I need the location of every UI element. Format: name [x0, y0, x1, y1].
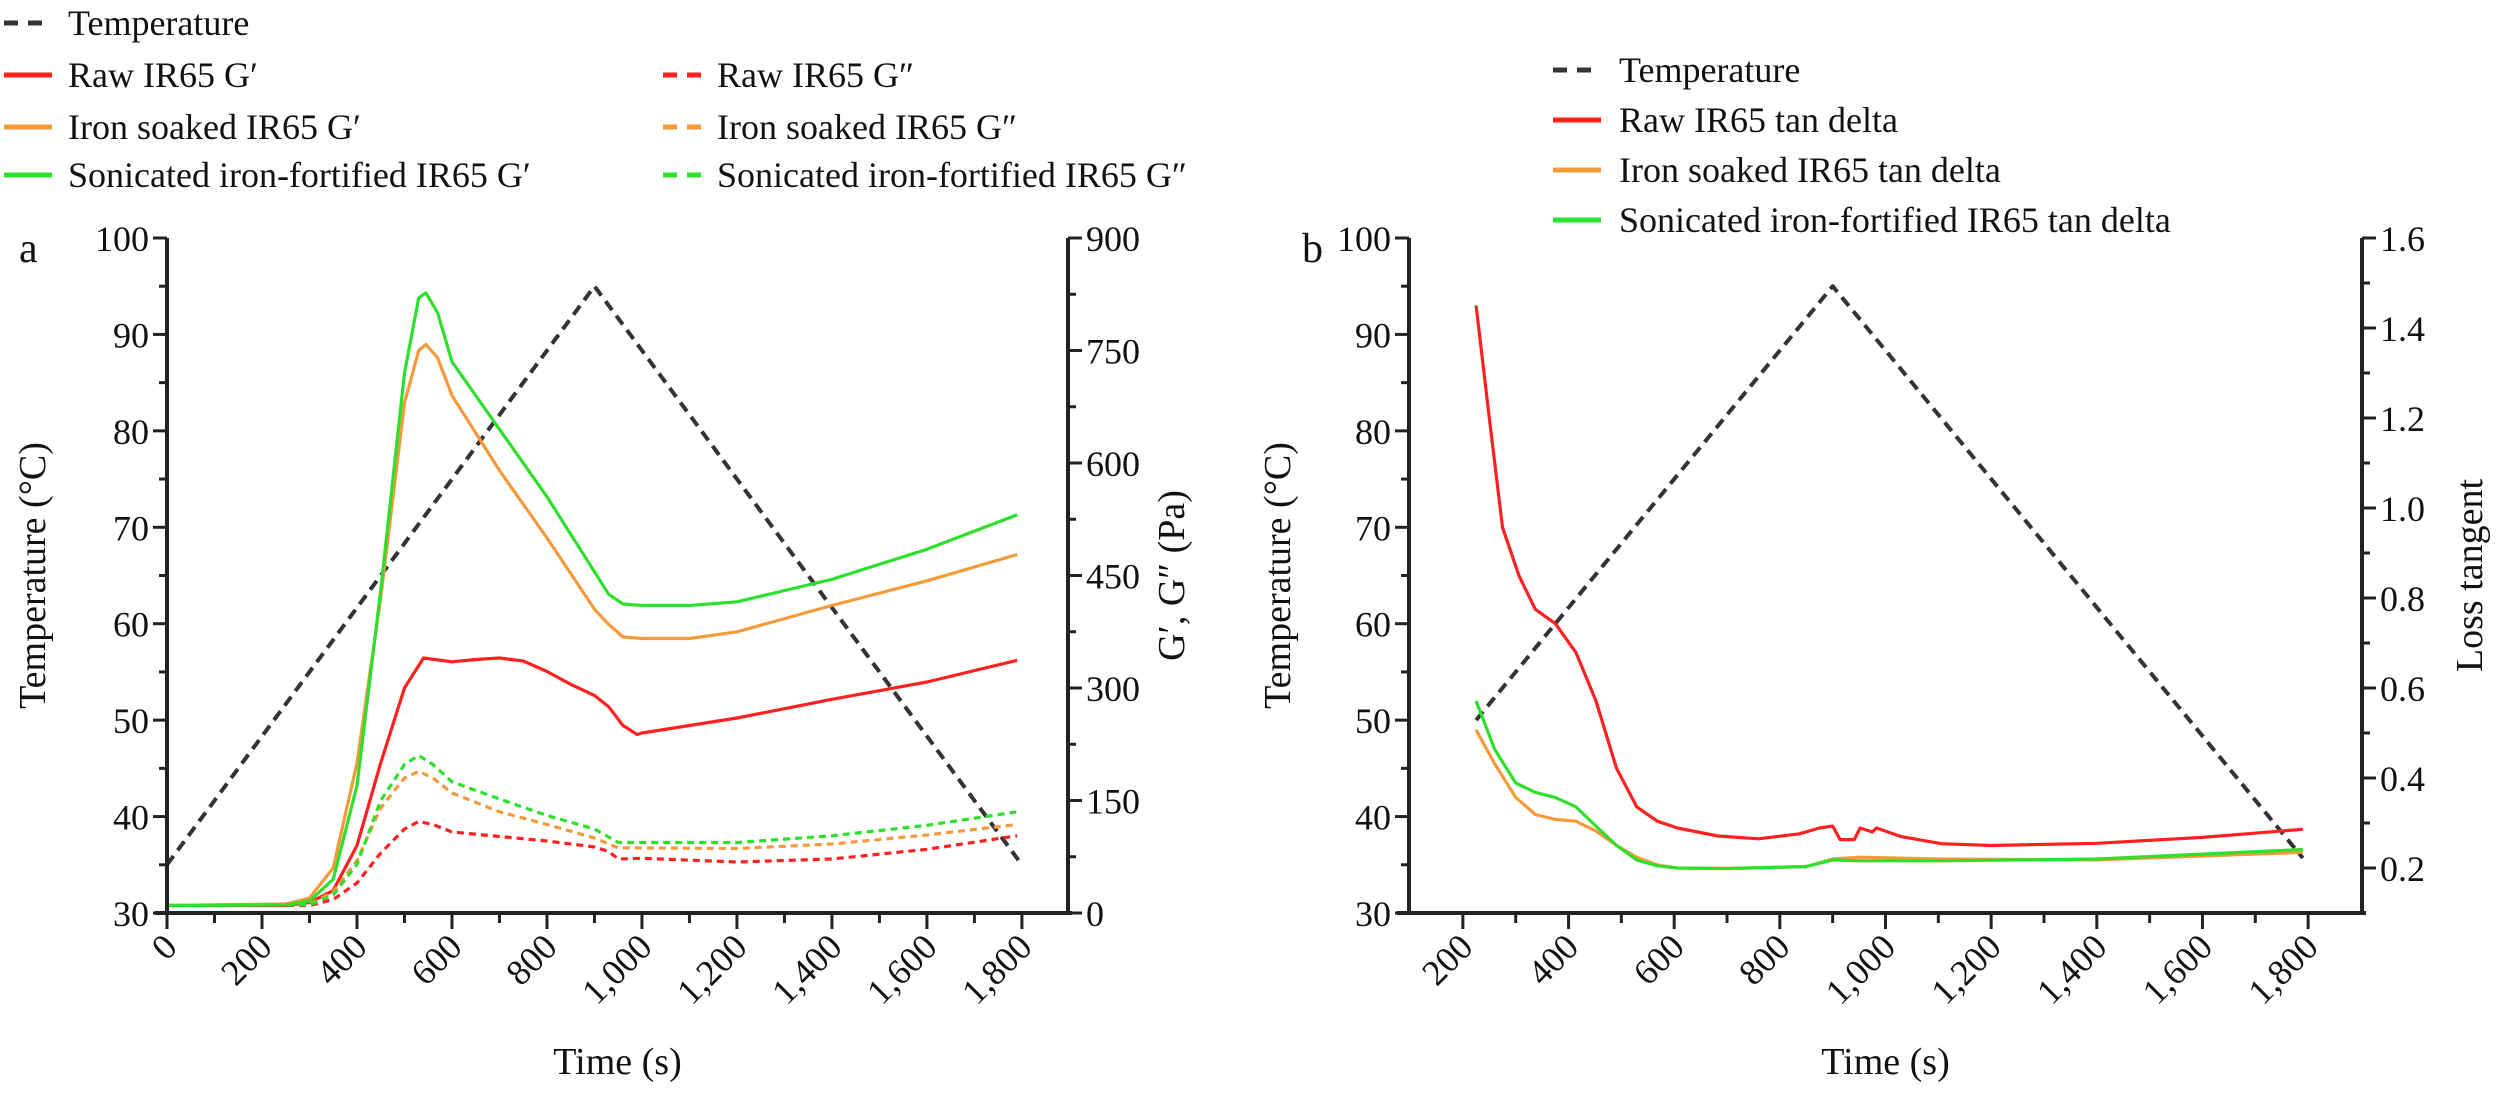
y-tick-label: 80 — [113, 412, 149, 452]
legend-label: Iron soaked IR65 tan delta — [1619, 150, 2001, 190]
legend-label: Sonicated iron-fortified IR65 G′ — [68, 155, 531, 195]
x-tick-label: 1,200 — [669, 926, 755, 1012]
y2-tick-label: 900 — [1086, 219, 1140, 259]
series-line-2 — [1474, 729, 2303, 871]
legend-label: Raw IR65 G′ — [68, 55, 258, 95]
y2-tick-label: 0.8 — [2380, 579, 2425, 619]
y2-axis-title: G′, G″ (Pa) — [1151, 490, 1193, 661]
series-line-3 — [166, 342, 1018, 908]
x-axis-title: Time (s) — [553, 1041, 681, 1083]
x-tick-label: 1,800 — [954, 926, 1040, 1012]
y2-tick-label: 0.4 — [2380, 759, 2425, 799]
legend-label: Iron soaked IR65 G′ — [68, 107, 361, 147]
y-tick-label: 50 — [113, 701, 149, 741]
y-tick-label: 80 — [1355, 412, 1391, 452]
series-line-3 — [1474, 700, 2303, 871]
x-tick-label: 1,600 — [2135, 926, 2221, 1012]
x-tick-label: 1,400 — [2029, 926, 2115, 1012]
y-tick-label: 100 — [1337, 219, 1391, 259]
x-tick-label: 1,800 — [2240, 926, 2326, 1012]
y-tick-label: 90 — [113, 315, 149, 355]
x-tick-label: 400 — [308, 926, 374, 992]
y2-tick-label: 1.2 — [2380, 399, 2425, 439]
legend: Temperature Raw IR65 tan delta Iron soaked… — [1553, 50, 2171, 240]
y2-tick-label: 0.6 — [2380, 669, 2425, 709]
y2-tick-label: 0 — [1086, 894, 1104, 934]
y2-tick-label: 1.6 — [2380, 219, 2425, 259]
series-line-6 — [166, 753, 1018, 908]
x-tick-label: 800 — [498, 926, 564, 992]
y2-axis-title: Loss tangent — [2449, 478, 2491, 672]
legend-label: Sonicated iron-fortified IR65 G″ — [717, 155, 1187, 195]
series-line-1 — [167, 656, 1018, 908]
legend-label: Temperature — [68, 3, 249, 43]
y2-tick-label: 450 — [1086, 557, 1140, 597]
y-tick-label: 60 — [1355, 605, 1391, 645]
series-line-5 — [166, 291, 1018, 908]
x-tick-label: 600 — [403, 926, 469, 992]
x-tick-label: 1,200 — [1923, 926, 2009, 1012]
y-tick-label: 70 — [1355, 508, 1391, 548]
x-tick-label: 1,400 — [764, 926, 850, 1012]
y-tick-label: 40 — [1355, 798, 1391, 838]
y-tick-label: 30 — [113, 894, 149, 934]
x-tick-label: 400 — [1520, 926, 1586, 992]
x-tick-label: 200 — [213, 926, 279, 992]
x-tick-label: 600 — [1625, 926, 1691, 992]
panel-a: 30 40 50 60 70 80 90 100 0 150 300 450 600 750 900 0 200… — [4, 3, 1193, 1083]
legend-label: Raw IR65 G″ — [717, 55, 914, 95]
x-tick-label: 800 — [1731, 926, 1797, 992]
y-tick-label: 50 — [1355, 701, 1391, 741]
series-line-2 — [167, 819, 1018, 908]
legend-label: Iron soaked IR65 G″ — [717, 107, 1017, 147]
y-axis-title: Temperature (°C) — [1257, 442, 1299, 709]
x-tick-label: 200 — [1414, 926, 1480, 992]
x-tick-label: 1,000 — [1818, 926, 1904, 1012]
legend: Temperature Raw IR65 G′ Iron soaked IR65 G… — [4, 3, 1187, 195]
series-line-0 — [1474, 284, 2305, 860]
y-tick-label: 40 — [113, 798, 149, 838]
panel-label: a — [19, 226, 38, 272]
y2-tick-label: 1.4 — [2380, 309, 2425, 349]
panel-label: b — [1302, 226, 1323, 272]
x-tick-label: 0 — [144, 926, 185, 967]
y2-tick-label: 750 — [1086, 332, 1140, 372]
x-tick-label: 1,600 — [859, 926, 945, 1012]
legend-label: Temperature — [1619, 50, 1800, 90]
series-line-4 — [166, 769, 1018, 908]
y-tick-label: 60 — [113, 605, 149, 645]
y2-tick-label: 1.0 — [2380, 489, 2425, 529]
y-tick-label: 100 — [95, 219, 149, 259]
series-line-1 — [1474, 305, 2303, 848]
y-tick-label: 70 — [113, 508, 149, 548]
x-tick-label: 1,000 — [574, 926, 660, 1012]
legend-label: Sonicated iron-fortified IR65 tan delta — [1619, 200, 2171, 240]
y-axis-title: Temperature (°C) — [12, 442, 54, 709]
y2-tick-label: 150 — [1086, 782, 1140, 822]
y2-tick-label: 600 — [1086, 444, 1140, 484]
y2-tick-label: 300 — [1086, 669, 1140, 709]
panel-b: 30 40 50 60 70 80 90 100 0.2 0.4 0.6 0.8 1.0 1.2 1.4 1.… — [1257, 50, 2491, 1083]
series-line-0 — [165, 284, 1024, 866]
y2-tick-label: 0.2 — [2380, 849, 2425, 889]
y-tick-label: 90 — [1355, 315, 1391, 355]
legend-label: Raw IR65 tan delta — [1619, 100, 1898, 140]
x-axis-title: Time (s) — [1821, 1041, 1949, 1083]
y-tick-label: 30 — [1355, 894, 1391, 934]
